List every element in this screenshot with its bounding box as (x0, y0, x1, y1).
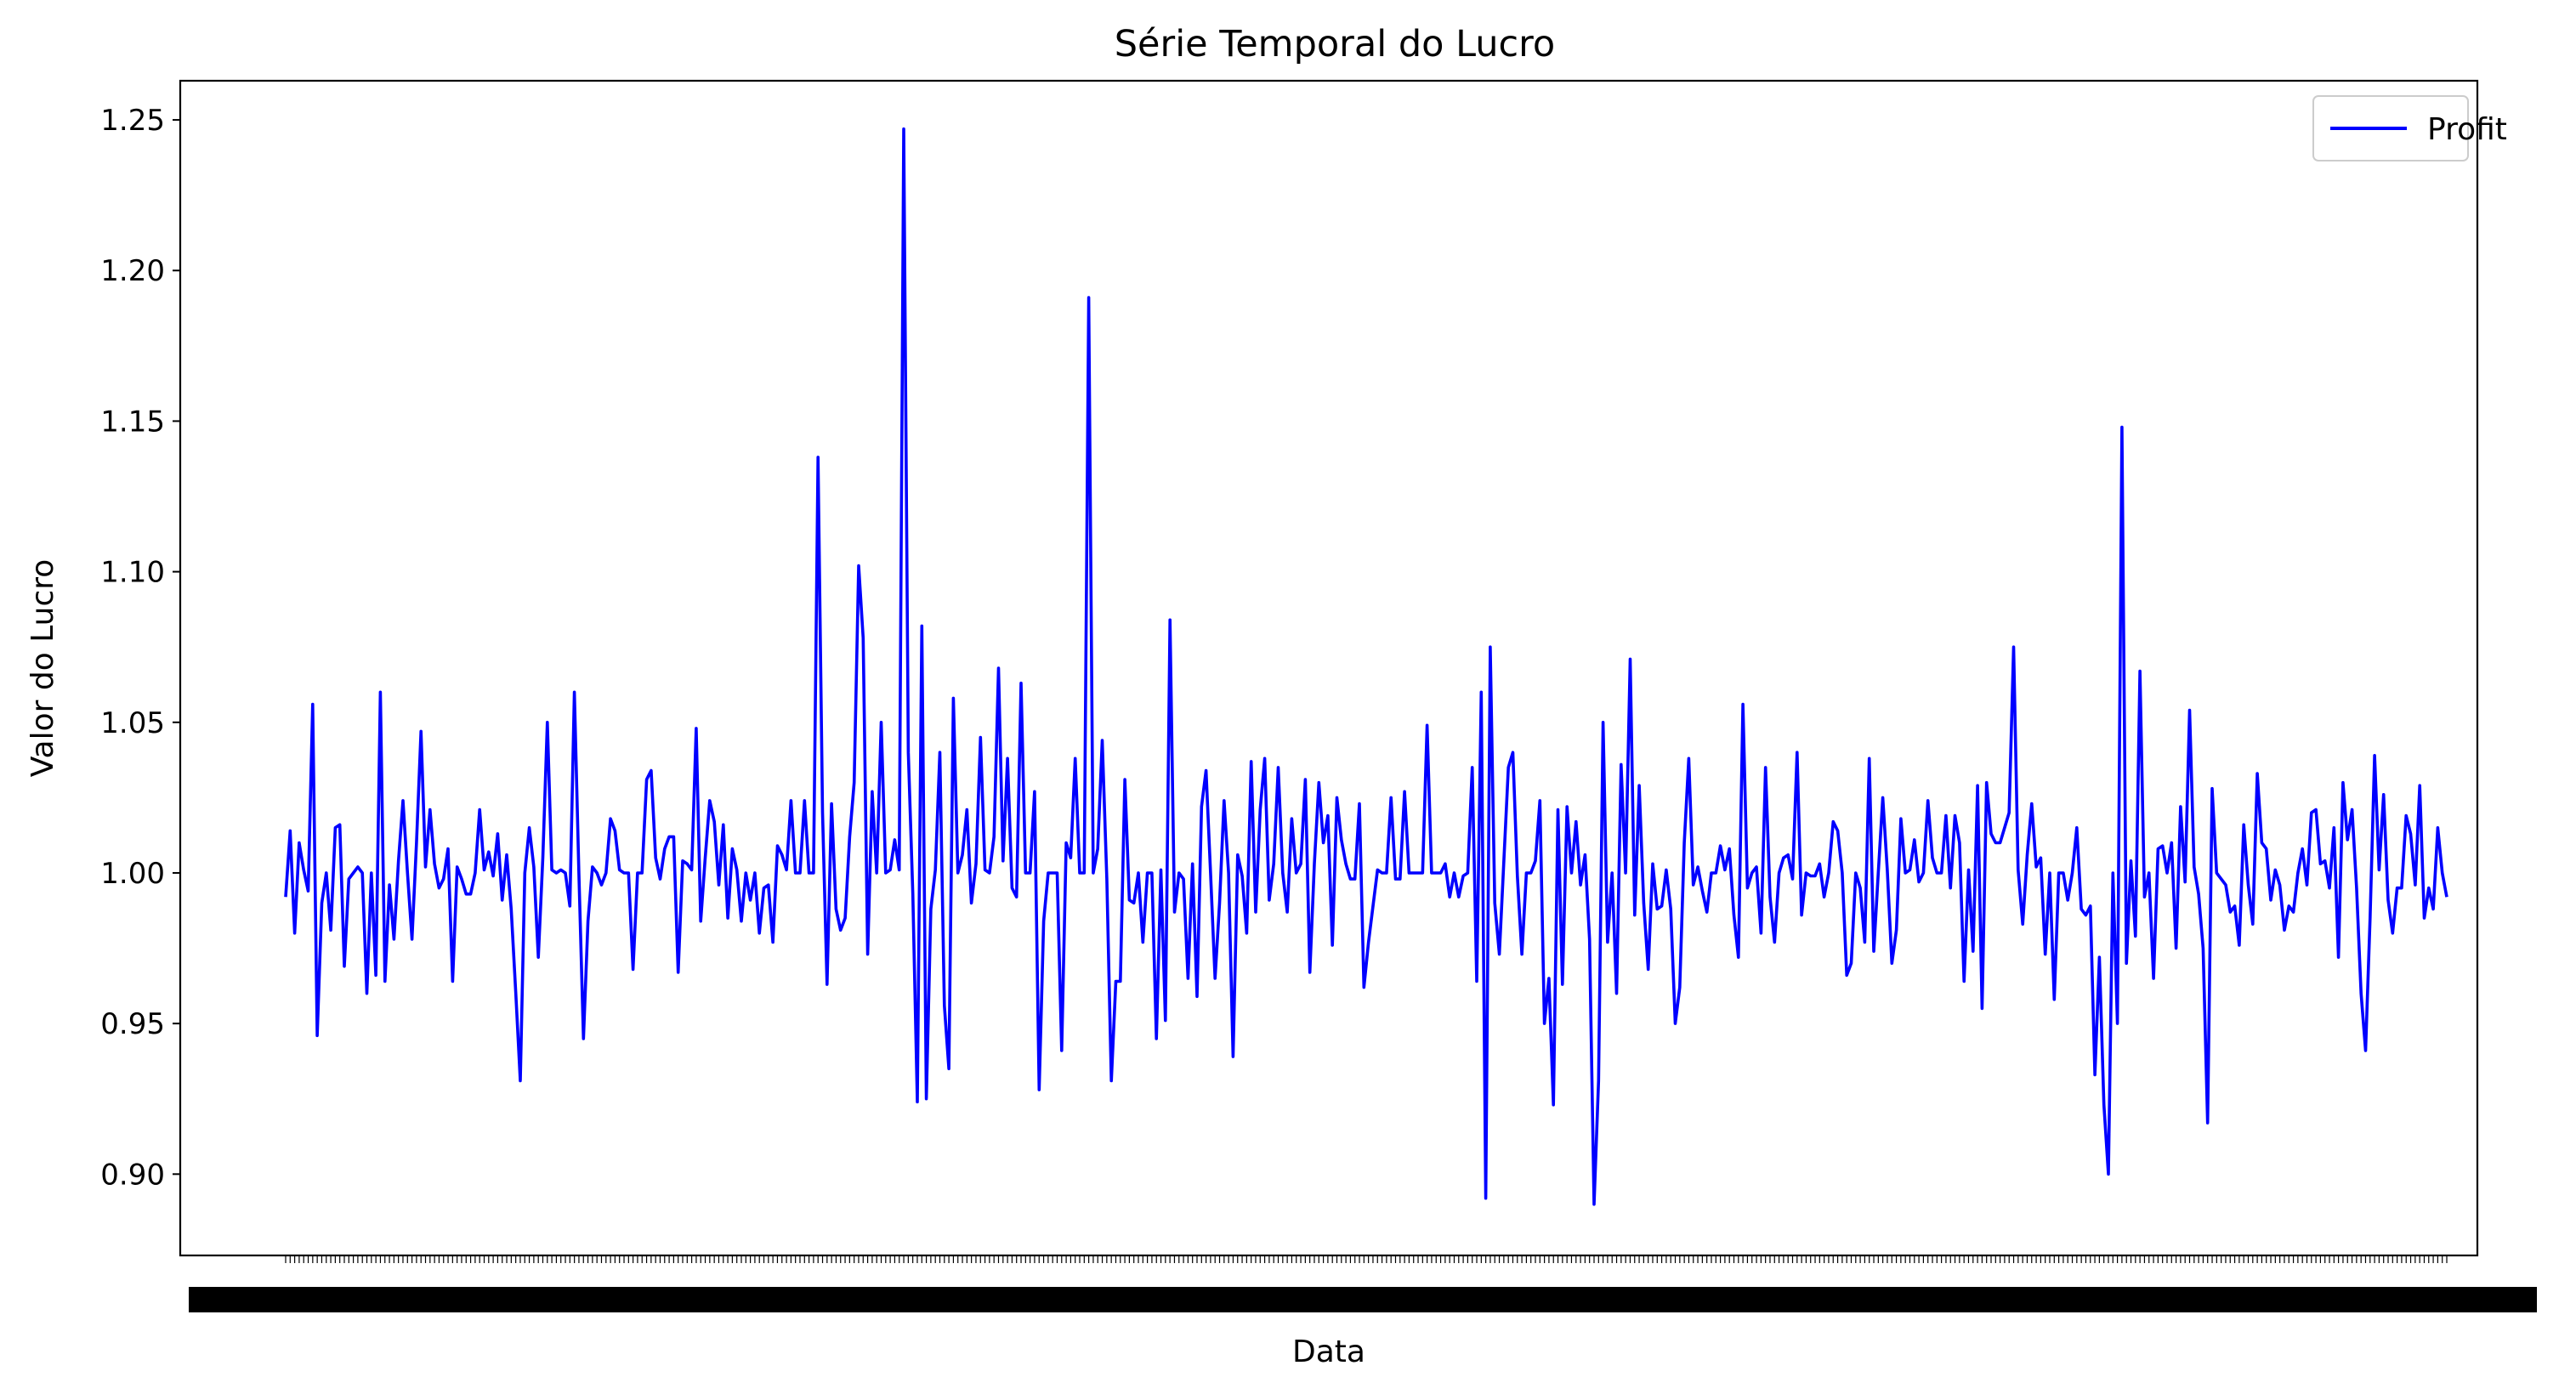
x-axis-label: Data (1292, 1334, 1365, 1369)
y-tick-label: 1.25 (100, 104, 165, 138)
y-tick-label: 0.95 (100, 1007, 165, 1041)
plot-area (179, 79, 2479, 1257)
legend-label-profit: Profit (2427, 112, 2507, 147)
y-tick-label: 1.20 (100, 254, 165, 288)
y-tick-label: 1.00 (100, 857, 165, 891)
legend: Profit (2312, 95, 2507, 162)
y-tick-label: 1.10 (100, 556, 165, 590)
y-tick-label: 1.05 (100, 706, 165, 740)
x-tick-labels-overlap (189, 1287, 2537, 1312)
plot-frame (179, 79, 2479, 1257)
x-axis (189, 1255, 2537, 1312)
y-tick-label: 1.15 (100, 405, 165, 439)
y-tick-label: 0.90 (100, 1158, 165, 1192)
chart-title: Série Temporal do Lucro (1115, 23, 1555, 65)
y-axis: 0.90 0.95 1.00 1.05 1.10 1.15 1.20 1.25 (100, 104, 180, 1192)
series-line-profit (284, 127, 2448, 1206)
y-axis-label: Valor do Lucro (26, 559, 60, 778)
series-group (284, 127, 2448, 1206)
